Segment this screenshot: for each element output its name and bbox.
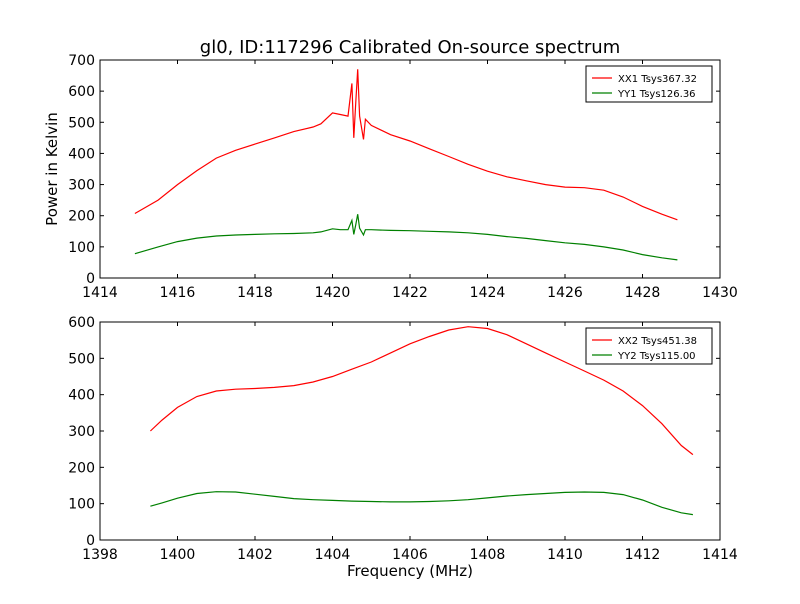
legend-label-1-1: YY2 Tsys115.00 xyxy=(617,351,696,362)
x-tick-label-0-6: 1426 xyxy=(547,285,583,301)
chart-title: gl0, ID:117296 Calibrated On-source spec… xyxy=(200,37,620,58)
y-tick-label-0-5: 500 xyxy=(68,115,95,131)
y-tick-label-0-3: 300 xyxy=(68,178,95,194)
legend-1: XX2 Tsys451.38 YY2 Tsys115.00 xyxy=(585,327,713,365)
top-panel: 1414 1416 1418 1420 1422 1424 1426 1428 1430 0 100… xyxy=(68,53,738,301)
y-tick-label-0-6: 600 xyxy=(68,84,95,100)
legend-label-1-0: XX2 Tsys451.38 xyxy=(618,336,697,347)
x-tick-label-0-0: 1414 xyxy=(82,285,118,301)
y-tick-label-1-2: 200 xyxy=(68,460,95,476)
y-tick-label-0-2: 200 xyxy=(68,209,95,225)
y-tick-label-1-0: 0 xyxy=(86,533,95,549)
legend-label-0-0: XX1 Tsys367.32 xyxy=(618,74,697,85)
series-line-1-1 xyxy=(150,491,693,516)
y-tick-label-1-5: 500 xyxy=(68,351,95,367)
y-tick-label-1-6: 600 xyxy=(68,315,95,331)
y-tick-label-1-4: 400 xyxy=(68,388,95,404)
y-tick-label-0-7: 700 xyxy=(68,53,95,69)
x-axis-label: Frequency (MHz) xyxy=(347,562,473,580)
x-tick-label-0-4: 1422 xyxy=(392,285,428,301)
y-tick-label-1-3: 300 xyxy=(68,424,95,440)
x-tick-label-1-7: 1412 xyxy=(625,547,661,563)
x-tick-label-1-0: 1398 xyxy=(82,547,118,563)
legend-box-0 xyxy=(585,65,713,103)
x-tick-label-0-8: 1430 xyxy=(702,285,738,301)
series-line-0-1 xyxy=(134,214,678,261)
x-tick-label-1-4: 1406 xyxy=(392,547,428,563)
x-tick-label-0-2: 1418 xyxy=(237,285,273,301)
y-tick-label-1-1: 100 xyxy=(68,497,95,513)
y-tick-label-0-0: 0 xyxy=(86,271,95,287)
legend-0: XX1 Tsys367.32 YY1 Tsys126.36 xyxy=(585,65,713,103)
x-tick-label-0-1: 1416 xyxy=(160,285,196,301)
series-line-1-0 xyxy=(149,326,694,456)
x-tick-label-1-1: 1400 xyxy=(160,547,196,563)
legend-label-0-1: YY1 Tsys126.36 xyxy=(617,89,696,100)
series-line-0-0 xyxy=(134,69,678,221)
x-tick-label-1-8: 1414 xyxy=(702,547,738,563)
x-tick-label-0-7: 1428 xyxy=(625,285,661,301)
legend-box-1 xyxy=(585,327,713,365)
x-tick-label-0-5: 1424 xyxy=(470,285,506,301)
x-tick-label-1-6: 1410 xyxy=(547,547,583,563)
y-tick-label-0-1: 100 xyxy=(68,240,95,256)
x-tick-label-1-3: 1404 xyxy=(315,547,351,563)
bottom-panel: 1398 1400 1402 1404 1406 1408 1410 1412 1414 0 100… xyxy=(68,315,738,563)
x-tick-label-0-3: 1420 xyxy=(315,285,351,301)
x-tick-label-1-5: 1408 xyxy=(470,547,506,563)
x-tick-label-1-2: 1402 xyxy=(237,547,273,563)
y-axis-label: Power in Kelvin xyxy=(43,112,61,226)
y-tick-label-0-4: 400 xyxy=(68,146,95,162)
